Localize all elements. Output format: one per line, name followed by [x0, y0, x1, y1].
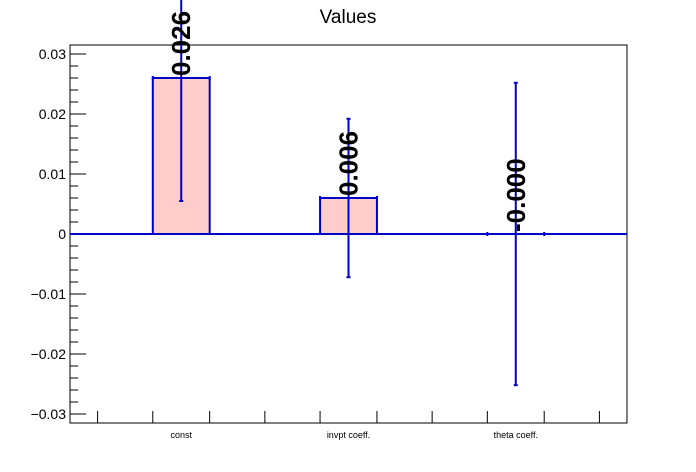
y-axis: −0.03 −0.02 −0.01 0 0.01 0.02 0.03	[31, 46, 86, 422]
data-labels: 0.026 0.006 -0.000	[166, 11, 531, 232]
y-tick-label: 0	[58, 226, 66, 242]
data-label: -0.000	[501, 158, 531, 232]
y-tick-label: −0.03	[31, 406, 67, 422]
error-bars	[151, 0, 546, 387]
y-tick-label: −0.01	[31, 286, 67, 302]
y-tick-label: 0.03	[39, 46, 66, 62]
chart-title: Values	[320, 7, 377, 28]
y-tick-label: 0.02	[39, 106, 66, 122]
x-category-label: const	[170, 430, 192, 440]
y-tick-label: 0.01	[39, 166, 66, 182]
data-label: 0.026	[166, 11, 196, 76]
y-tick-label: −0.02	[31, 346, 67, 362]
x-category-label: invpt coeff.	[327, 430, 370, 440]
data-label: 0.006	[334, 131, 364, 196]
x-category-label: theta coeff.	[494, 430, 538, 440]
x-axis: const invpt coeff. theta coeff.	[97, 411, 600, 440]
